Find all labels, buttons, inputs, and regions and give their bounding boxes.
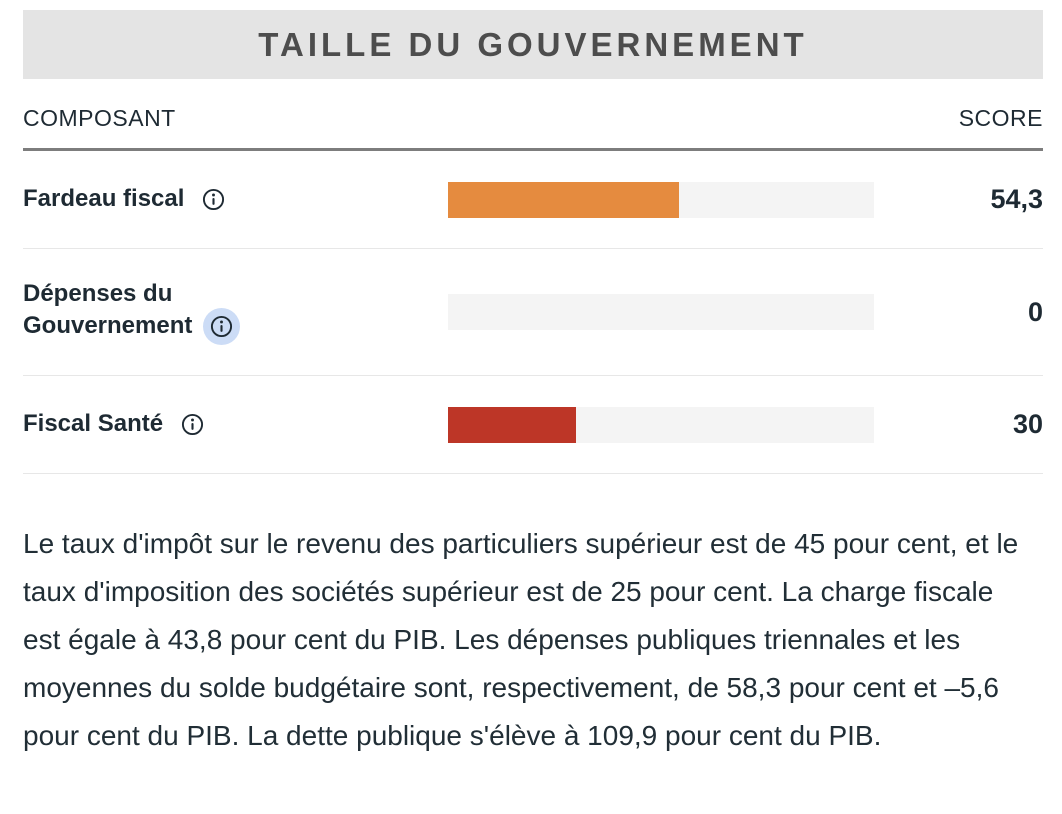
table-header-row: COMPOSANT SCORE [23,105,1043,151]
component-row-government-spending: Dépenses du Gouvernement 0 [23,249,1043,377]
info-circle-icon [181,413,204,436]
summary-paragraph: Le taux d'impôt sur le revenu des partic… [23,528,1019,752]
info-circle-icon [202,188,225,211]
component-row-fiscal-health: Fiscal Santé 30 [23,376,1043,475]
score-value: 30 [1012,409,1043,440]
info-icon-button[interactable] [203,308,241,346]
score-bar-track [448,294,874,331]
component-label: Fardeau fiscal [23,184,185,212]
column-header-component: COMPOSANT [23,105,176,131]
info-icon-button[interactable] [195,181,232,218]
score-bar-fill [448,181,680,218]
score-value: 54,3 [990,184,1043,214]
info-circle-icon [210,315,233,338]
score-bar-track [448,406,874,443]
component-label: Fiscal Santé [23,410,164,438]
page-title: TAILLE DU GOUVERNEMENT [23,10,1043,79]
column-header-score: SCORE [958,105,1043,131]
component-row-tax-burden: Fardeau fiscal 54,3 [23,151,1043,249]
score-value: 0 [1027,296,1043,327]
info-icon-button[interactable] [174,406,211,443]
component-label: Dépenses du Gouvernement [23,280,193,340]
score-bar-track [448,181,874,218]
score-bar-fill [448,406,576,443]
